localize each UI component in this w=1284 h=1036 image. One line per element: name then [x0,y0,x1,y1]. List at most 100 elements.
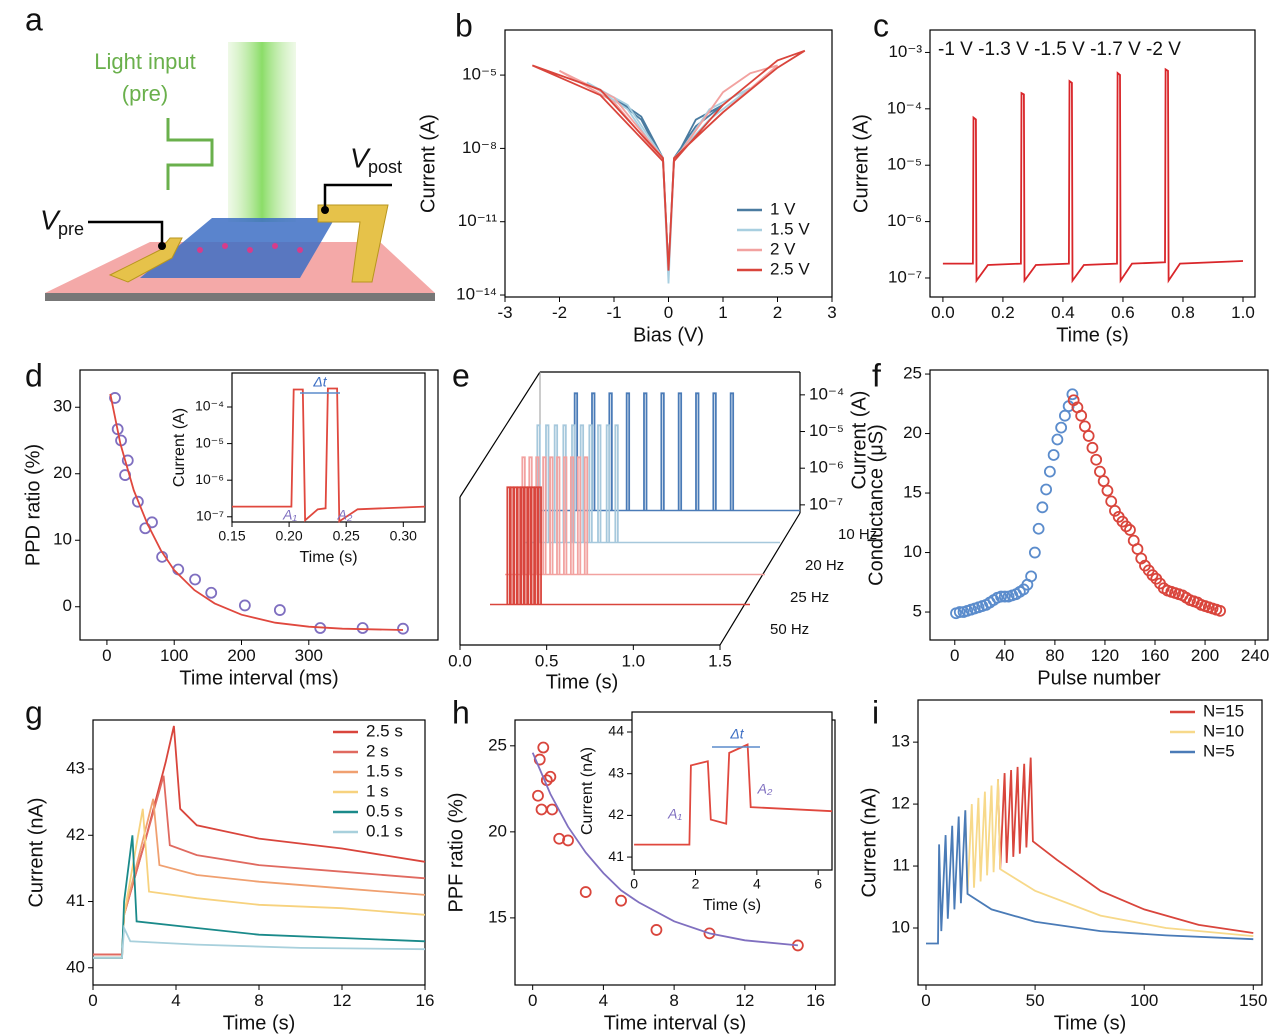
data-point [1043,465,1056,478]
pulse [563,456,568,575]
electrode-post [317,204,389,283]
legend-label: 1 V [770,199,796,218]
x-tick-label: 4 [753,876,761,892]
y-axis-label: Current (A) [417,114,439,213]
y-tick-label: 42 [608,806,624,822]
x-tick-label: 1.5 [708,651,732,670]
legend-label: 2 V [770,239,796,258]
v-post-subscript: post [368,157,402,177]
y-tick-label: 30 [53,397,72,416]
x-axis-label: Time (s) [1054,1012,1127,1034]
x-tick-label: -2 [552,303,567,322]
x-tick-label: 0 [102,646,111,665]
y-tick-label: 10⁻⁵ [809,421,844,440]
legend-label: 2.5 V [770,259,810,278]
y-axis-label: Current (A) [171,408,188,487]
y-tick-label: 13 [891,732,910,751]
data-point [1086,441,1099,454]
data-point [953,606,966,618]
x-tick-label: 1 [718,303,727,322]
x-axis-label: Time interval (s) [604,1012,747,1034]
x-tick-label: 8 [254,991,263,1010]
post-lead [323,183,392,210]
x-tick-label: 0.30 [390,528,417,544]
data-point [998,590,1011,603]
data-point [1036,501,1049,514]
data-point [1090,453,1103,466]
pulse [556,456,561,575]
legend-label: 0.1 s [366,821,403,840]
data-point [1075,409,1088,422]
x-tick-label: 300 [295,646,323,665]
pulse [536,424,541,543]
x-tick-label: 0.5 [535,651,559,670]
pulse [660,392,665,511]
pulse [530,486,535,605]
x-tick-label: -1 [606,303,621,322]
data-point [579,886,592,898]
y-axis-label: Current (nA) [25,797,47,907]
panel-label: d [25,357,43,393]
light-label: Light input [94,49,196,74]
annotation: -1 V -1.3 V -1.5 V -1.7 V -2 V [938,39,1181,60]
plot-frame [929,29,1256,298]
v-pre-subscript: pre [58,219,84,239]
data-line [997,757,1254,934]
data-point [121,454,134,467]
x-tick-label: 1.0 [1231,303,1255,322]
y-tick-label: 10⁻⁶ [887,211,922,230]
data-line [942,67,1244,284]
pulse [523,486,529,605]
data-point [532,789,544,802]
y-tick-label: 10⁻⁸ [462,138,497,157]
data-point [1025,570,1038,583]
pulse [583,456,589,575]
y-axis-label: Current (A) [848,391,870,490]
legend-label: N=10 [1203,721,1244,740]
data-point [1066,388,1079,401]
x-tick-label: 80 [1045,646,1064,665]
y-tick-label: 10⁻³ [888,42,922,61]
y-tick-label: 25 [903,364,922,383]
data-point [1040,483,1053,496]
data-point [562,834,574,847]
pulse [597,424,602,543]
pulse [527,486,532,605]
y-axis-label: PPD ratio (%) [22,444,44,566]
y-tick-label: 44 [608,723,624,739]
x-axis-label: Bias (V) [633,324,704,346]
device-diagram: a Light input (pre) V pre V post [25,1,435,301]
x-axis-label: Time (s) [546,671,619,693]
light-beam [228,42,296,222]
data-point [273,604,286,616]
data-point [1124,524,1136,536]
series-label: 25 Hz [790,589,829,606]
pulse [516,486,522,605]
x-tick-label: 100 [1130,991,1158,1010]
y-tick-label: 10⁻⁷ [809,494,843,513]
x-tick-label: 0.0 [448,651,472,670]
x-axis-label: Time (s) [223,1012,296,1034]
annotation: A₂ [757,781,773,797]
data-point [1146,569,1159,582]
annotation: Δt [312,374,327,390]
plot-frame [929,369,1269,641]
data-point [537,741,550,754]
x-tick-label: 160 [1141,646,1169,665]
material-layer [140,218,335,278]
data-point [131,495,144,508]
y-tick-label: 10⁻⁶ [809,458,844,477]
pulse [588,424,593,543]
data-point [1047,449,1060,461]
x-tick-label: 0.25 [333,528,360,544]
series-label: 50 Hz [770,621,809,638]
pulse [513,486,518,605]
y-tick-label: 0 [63,596,72,615]
data-point [1028,546,1041,559]
axis-frame [459,371,541,498]
y-tick-label: 43 [66,759,85,778]
data-line [93,924,426,959]
y-tick-label: 41 [66,891,85,910]
panel-label: c [873,7,889,43]
pulse [571,424,576,543]
